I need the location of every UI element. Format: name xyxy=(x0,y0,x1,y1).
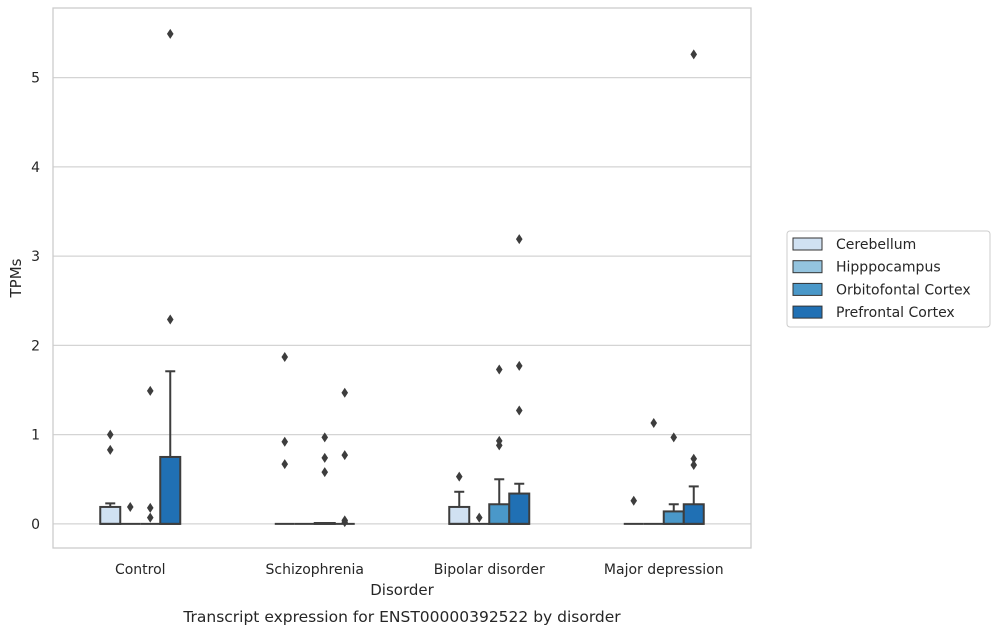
outlier-1-1-2 xyxy=(106,444,114,455)
outlier-4-2-1 xyxy=(650,418,658,429)
box-body xyxy=(99,505,122,525)
plot-frame xyxy=(52,7,752,549)
box-3-4 xyxy=(508,482,531,525)
y-tick-label-2: 2 xyxy=(31,338,40,354)
y-tick-label-1: 1 xyxy=(31,428,40,444)
legend-label: Hipppocampus xyxy=(836,260,941,276)
legend-label: Cerebellum xyxy=(836,237,916,253)
box-1-1 xyxy=(99,502,122,525)
outlier-1-3-3 xyxy=(146,512,154,523)
outlier-2-1-2 xyxy=(281,436,289,447)
outlier-3-4-3 xyxy=(515,405,523,416)
legend-item-2: Hipppocampus xyxy=(792,260,941,276)
outlier-3-1-1 xyxy=(455,471,463,482)
box-3-1 xyxy=(448,490,471,525)
x-axis-title: Disorder xyxy=(370,581,434,599)
box-1-4 xyxy=(159,370,182,525)
legend-swatch xyxy=(792,237,823,251)
outlier-2-1-3 xyxy=(281,459,289,470)
outlier-4-1-1 xyxy=(630,495,638,506)
y-tick-label-0: 0 xyxy=(31,517,40,533)
outlier-1-4-1 xyxy=(166,28,174,39)
box-3-3 xyxy=(488,478,511,525)
outlier-2-1-1 xyxy=(281,351,289,362)
box-body xyxy=(488,503,511,525)
outlier-3-3-3 xyxy=(495,435,503,446)
outlier-4-3-1 xyxy=(670,432,678,443)
legend-swatch xyxy=(792,260,823,274)
outlier-1-2-1 xyxy=(126,501,134,512)
y-axis-title: TPMs xyxy=(7,258,25,298)
box-4-4 xyxy=(682,485,705,525)
outlier-2-4-4 xyxy=(341,517,349,528)
outlier-3-3-1 xyxy=(495,364,503,375)
y-tick-label-3: 3 xyxy=(31,249,40,265)
outlier-2-3-1 xyxy=(321,432,329,443)
outlier-4-4-2 xyxy=(690,453,698,464)
outlier-3-4-1 xyxy=(515,234,523,245)
outlier-3-4-2 xyxy=(515,360,523,371)
outlier-1-3-1 xyxy=(146,385,154,396)
box-4-3 xyxy=(662,503,685,525)
outlier-1-3-2 xyxy=(146,502,154,513)
box-body xyxy=(159,455,182,525)
outlier-1-1-1 xyxy=(106,429,114,440)
box-body xyxy=(448,505,471,525)
outlier-4-4-3 xyxy=(690,459,698,470)
legend-item-1: Cerebellum xyxy=(792,237,916,253)
legend-label: Prefrontal Cortex xyxy=(836,305,955,321)
chart-caption: Transcript expression for ENST0000039252… xyxy=(182,608,621,626)
legend-label: Orbitofontal Cortex xyxy=(836,282,971,298)
x-tick-label-3: Bipolar disorder xyxy=(434,562,545,578)
legend-swatch xyxy=(792,305,823,319)
y-tick-labels: 0 1 2 3 4 5 xyxy=(31,71,40,533)
legend-frame xyxy=(786,230,991,328)
x-tick-label-1: Control xyxy=(115,562,166,578)
outlier-4-4-1 xyxy=(690,49,698,60)
y-tick-label-4: 4 xyxy=(31,160,40,176)
box-body xyxy=(508,492,531,525)
boxes xyxy=(99,370,705,525)
legend-item-3: Orbitofontal Cortex xyxy=(792,282,971,298)
outlier-2-3-2 xyxy=(321,452,329,463)
outlier-3-2-1 xyxy=(475,512,483,523)
gridlines xyxy=(53,77,751,525)
outlier-2-4-1 xyxy=(341,387,349,398)
legend: Cerebellum Hipppocampus Orbitofontal Corte… xyxy=(786,230,991,328)
x-tick-label-4: Major depression xyxy=(604,562,724,578)
outlier-1-4-2 xyxy=(166,314,174,325)
outlier-2-3-3 xyxy=(321,467,329,478)
x-tick-labels: Control Schizophrenia Bipolar disorder Majo… xyxy=(115,562,724,578)
x-tick-label-2: Schizophrenia xyxy=(266,562,364,578)
box-2-3 xyxy=(313,522,336,525)
box-body xyxy=(682,503,705,525)
legend-item-4: Prefrontal Cortex xyxy=(792,305,955,321)
y-tick-label-5: 5 xyxy=(31,71,40,87)
legend-swatch xyxy=(792,282,823,296)
box-body xyxy=(662,510,685,525)
outliers xyxy=(106,28,698,528)
outlier-2-4-2 xyxy=(341,450,349,461)
